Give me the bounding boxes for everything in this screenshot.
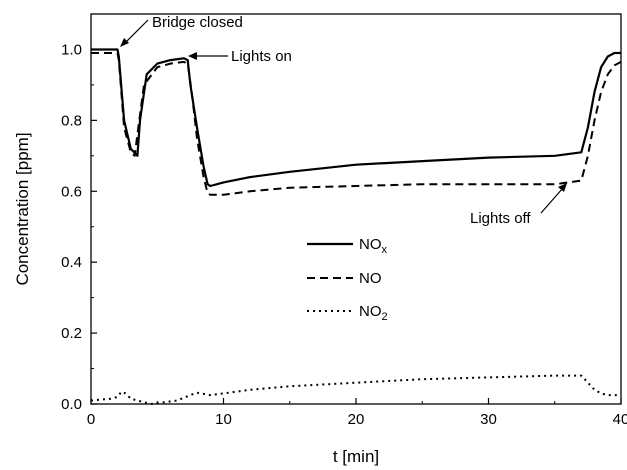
- legend-label-no: NO: [359, 270, 382, 287]
- y-tick-label: 0.2: [61, 325, 82, 342]
- annotation-lights-off-arrow: [540, 187, 564, 214]
- series-line-no: [91, 52, 622, 196]
- annotation-lights-on-arrowhead: [188, 52, 197, 60]
- y-tick-label: 0.4: [61, 254, 82, 271]
- x-tick-label: 0: [87, 411, 95, 428]
- legend-item-nox: NOx: [307, 236, 388, 256]
- annotation-lights-off: Lights off: [470, 183, 567, 227]
- annotation-lights-off-text: Lights off: [470, 210, 531, 227]
- plot-area-border: [90, 13, 622, 405]
- annotation-bridge-closed-arrowhead: [120, 38, 129, 47]
- y-tick-label: 1.0: [61, 41, 82, 58]
- legend: NOx NO NO2: [307, 236, 388, 323]
- annotation-lights-on-text: Lights on: [231, 48, 292, 65]
- series-line-nox: [91, 48, 621, 188]
- legend-item-no: NO: [307, 270, 382, 287]
- x-tick-label: 20: [348, 411, 365, 428]
- x-tick-label: 40: [613, 411, 627, 428]
- annotation-bridge-closed: Bridge closed: [120, 14, 243, 47]
- legend-item-no2: NO2: [307, 303, 388, 323]
- x-tick-label: 10: [215, 411, 232, 428]
- y-tick-label: 0.8: [61, 112, 82, 129]
- plot-frame: [90, 13, 622, 405]
- x-axis: 0 10 20 30 40: [87, 398, 627, 428]
- annotation-bridge-closed-text: Bridge closed: [152, 14, 243, 31]
- series-line-no2: [90, 374, 621, 405]
- legend-label-no2: NO2: [359, 303, 388, 323]
- annotation-lights-on: Lights on: [188, 48, 292, 65]
- annotation-lights-off-arrowhead: [558, 183, 567, 192]
- y-tick-label: 0.0: [61, 396, 82, 413]
- y-tick-label: 0.6: [61, 183, 82, 200]
- legend-label-nox: NOx: [359, 236, 388, 256]
- annotation-bridge-closed-arrow: [123, 19, 149, 45]
- y-axis-label: Concentration [ppm]: [13, 132, 32, 285]
- x-axis-label: t [min]: [333, 447, 379, 466]
- series-layer: [90, 48, 622, 405]
- x-tick-label: 30: [480, 411, 497, 428]
